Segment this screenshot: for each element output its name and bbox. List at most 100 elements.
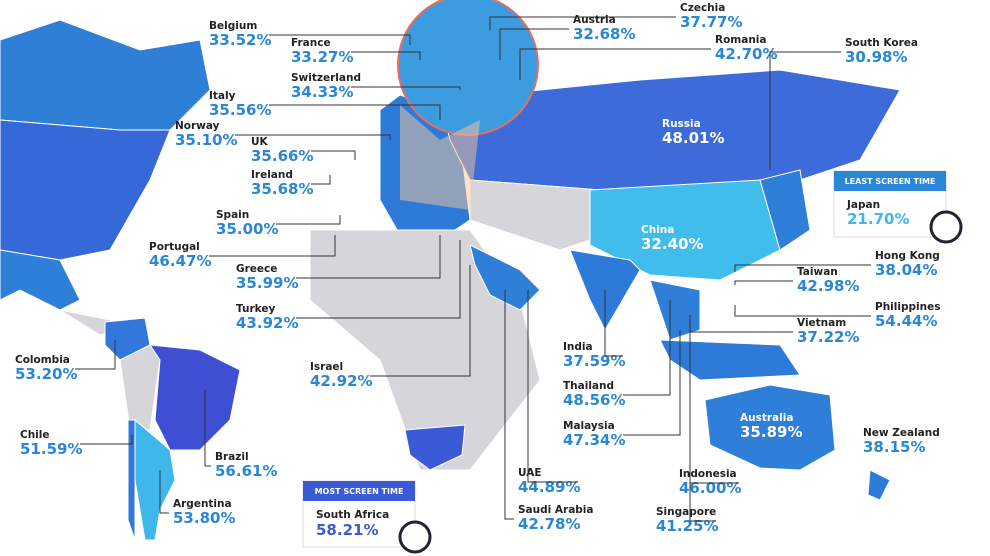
leader-line — [204, 390, 211, 467]
country-value: 56.61% — [215, 462, 277, 480]
country-name: Japan — [846, 199, 880, 211]
country-name: Vietnam — [797, 317, 846, 329]
leader-line — [159, 470, 169, 514]
country-name: Singapore — [656, 506, 716, 518]
country-name: Philippines — [875, 301, 940, 313]
leader-line — [296, 240, 461, 319]
leader-line — [276, 215, 341, 225]
badge-text: LEAST SCREEN TIME — [845, 177, 936, 186]
stopwatch-icon — [929, 210, 963, 244]
callout-badge — [303, 481, 415, 501]
country-value: 32.68% — [573, 25, 635, 43]
country-value: 46.00% — [679, 479, 741, 497]
leader-line — [499, 28, 569, 60]
country-value: 48.56% — [563, 391, 625, 409]
country-value: 38.04% — [875, 261, 937, 279]
country-value: 43.92% — [236, 314, 298, 332]
leader-line — [269, 104, 441, 120]
country-value: 35.00% — [216, 220, 278, 238]
country-value: 53.80% — [173, 509, 235, 527]
leader-line — [269, 34, 411, 45]
leader-line — [296, 235, 441, 279]
country-name: Belgium — [209, 20, 257, 32]
stopwatch-icon — [398, 520, 432, 554]
leader-line — [769, 51, 841, 170]
country-value: 54.44% — [875, 312, 937, 330]
country-value: 53.20% — [15, 365, 77, 383]
country-name: Colombia — [15, 354, 70, 366]
country-value: 42.70% — [715, 45, 777, 63]
country-name: Chile — [20, 429, 50, 441]
leader-line — [80, 435, 133, 445]
leader-line — [734, 280, 793, 285]
country-value: 42.78% — [518, 515, 580, 533]
country-value: 35.99% — [236, 274, 298, 292]
country-name: Switzerland — [291, 72, 361, 84]
country-name: Czechia — [680, 2, 725, 14]
leader-line — [489, 16, 676, 30]
country-name: Malaysia — [563, 420, 615, 432]
country-value: 58.21% — [316, 521, 378, 539]
leader-line — [351, 86, 461, 90]
callout-japan: LEAST SCREEN TIME Japan 21.70% — [833, 170, 963, 244]
country-name: South Korea — [845, 37, 918, 49]
country-value: 47.34% — [563, 431, 625, 449]
leader-line — [604, 290, 623, 357]
leader-line — [689, 315, 793, 333]
callout-south-africa: MOST SCREEN TIME South Africa 58.21% — [302, 480, 432, 554]
country-name: India — [563, 341, 593, 353]
country-name: Taiwan — [797, 266, 838, 278]
badge-text: MOST SCREEN TIME — [315, 487, 404, 496]
leader-line — [311, 175, 331, 185]
country-name: UK — [251, 136, 269, 148]
country-name: Turkey — [236, 303, 275, 315]
country-value: 35.89% — [740, 423, 802, 441]
country-name: Hong Kong — [875, 250, 940, 262]
country-name: Argentina — [173, 498, 232, 510]
country-name: South Africa — [316, 509, 389, 521]
country-value: 30.98% — [845, 48, 907, 66]
country-name: Russia — [662, 118, 701, 130]
country-name: Thailand — [563, 380, 614, 392]
leader-line — [623, 330, 681, 436]
leader-line — [734, 264, 871, 272]
country-name: Portugal — [149, 241, 200, 253]
country-value: 35.10% — [175, 131, 237, 149]
country-value: 44.89% — [518, 478, 580, 496]
country-name: Ireland — [251, 169, 293, 181]
country-value: 46.47% — [149, 252, 211, 270]
country-name: Saudi Arabia — [518, 504, 593, 516]
country-name: China — [641, 224, 674, 236]
country-value: 35.56% — [209, 101, 271, 119]
country-name: Norway — [175, 120, 220, 132]
country-value: 35.68% — [251, 180, 313, 198]
country-value: 51.59% — [20, 440, 82, 458]
leader-line — [311, 150, 356, 160]
leader-line — [527, 290, 578, 483]
country-name: Australia — [740, 412, 793, 424]
country-name: Greece — [236, 263, 277, 275]
country-value: 33.27% — [291, 48, 353, 66]
country-name: UAE — [518, 467, 542, 479]
country-name: Israel — [310, 361, 343, 373]
leader-line — [689, 325, 716, 522]
leader-line — [351, 51, 421, 60]
country-name: France — [291, 37, 331, 49]
leader-line — [504, 290, 514, 520]
country-value: 37.22% — [797, 328, 859, 346]
leader-line — [370, 265, 471, 377]
country-value: 35.66% — [251, 147, 313, 165]
country-name: Romania — [715, 34, 767, 46]
country-value: 33.52% — [209, 31, 271, 49]
leader-line — [75, 340, 116, 370]
leader-line — [209, 235, 336, 257]
leader-line — [235, 134, 391, 140]
country-name: Brazil — [215, 451, 249, 463]
country-name: Italy — [209, 90, 236, 102]
magnifier — [397, 0, 539, 136]
country-value: 38.15% — [863, 438, 925, 456]
country-value: 37.59% — [563, 352, 625, 370]
leader-line — [623, 300, 671, 396]
